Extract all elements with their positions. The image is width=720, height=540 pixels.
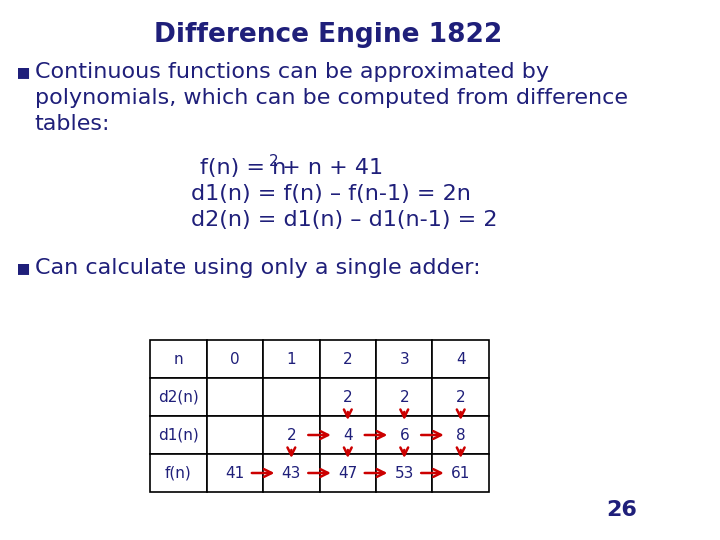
Text: 3: 3 [400, 352, 409, 367]
Bar [376, 454, 433, 492]
Bar [433, 378, 489, 416]
Text: 2: 2 [343, 389, 353, 404]
Text: ▪: ▪ [17, 258, 32, 278]
Bar [320, 378, 376, 416]
Text: 0: 0 [230, 352, 240, 367]
Bar [207, 378, 263, 416]
Text: d1(n) = f(n) – f(n-1) = 2n: d1(n) = f(n) – f(n-1) = 2n [192, 184, 471, 204]
Bar [263, 340, 320, 378]
Bar [150, 454, 207, 492]
Bar [263, 378, 320, 416]
Bar [207, 416, 263, 454]
Text: d2(n): d2(n) [158, 389, 199, 404]
Text: 6: 6 [400, 428, 409, 442]
Text: 2: 2 [287, 428, 296, 442]
Text: 43: 43 [282, 465, 301, 481]
Text: 53: 53 [395, 465, 414, 481]
Text: 2: 2 [456, 389, 466, 404]
Text: Difference Engine 1822: Difference Engine 1822 [153, 22, 502, 48]
Text: Can calculate using only a single adder:: Can calculate using only a single adder: [35, 258, 480, 278]
Text: 41: 41 [225, 465, 245, 481]
Bar [433, 340, 489, 378]
Bar [376, 416, 433, 454]
Text: d2(n) = d1(n) – d1(n-1) = 2: d2(n) = d1(n) – d1(n-1) = 2 [192, 210, 498, 230]
Text: 2: 2 [269, 154, 278, 169]
Text: tables:: tables: [35, 114, 110, 134]
Bar [376, 378, 433, 416]
Text: 2: 2 [400, 389, 409, 404]
Bar [150, 416, 207, 454]
Text: 8: 8 [456, 428, 466, 442]
Text: + n + 41: + n + 41 [275, 158, 383, 178]
Text: 1: 1 [287, 352, 296, 367]
Text: 4: 4 [343, 428, 353, 442]
Bar [263, 454, 320, 492]
Bar [263, 416, 320, 454]
Text: 2: 2 [343, 352, 353, 367]
Text: d1(n): d1(n) [158, 428, 199, 442]
Bar [320, 340, 376, 378]
Bar [150, 378, 207, 416]
Text: Continuous functions can be approximated by: Continuous functions can be approximated… [35, 62, 549, 82]
Text: f(n) = n: f(n) = n [200, 158, 287, 178]
Bar [433, 416, 489, 454]
Text: 47: 47 [338, 465, 357, 481]
Text: 26: 26 [606, 500, 637, 520]
Bar [376, 340, 433, 378]
Bar [207, 340, 263, 378]
Bar [150, 340, 207, 378]
Bar [320, 416, 376, 454]
Text: 61: 61 [451, 465, 470, 481]
Text: f(n): f(n) [165, 465, 192, 481]
Text: polynomials, which can be computed from difference: polynomials, which can be computed from … [35, 88, 628, 108]
Text: n: n [174, 352, 184, 367]
Text: 4: 4 [456, 352, 466, 367]
Text: ▪: ▪ [17, 62, 32, 82]
Bar [207, 454, 263, 492]
Bar [433, 454, 489, 492]
Bar [320, 454, 376, 492]
